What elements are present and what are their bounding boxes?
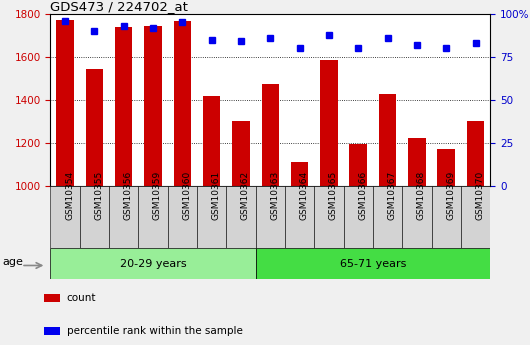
Bar (85, 69, 103, 186)
Bar (261, 84, 279, 186)
Bar (379, 93, 396, 186)
Bar (50, 186, 80, 248)
Bar (408, 138, 426, 186)
Text: 65-71 years: 65-71 years (340, 259, 406, 269)
Bar (226, 186, 255, 248)
Bar (285, 186, 314, 248)
Bar (373, 186, 402, 248)
Bar (197, 186, 226, 248)
Bar (343, 186, 373, 248)
Bar (109, 186, 138, 248)
Text: GSM10364: GSM10364 (299, 171, 308, 220)
Bar (255, 248, 490, 279)
Text: GSM10363: GSM10363 (270, 171, 279, 220)
Text: percentile rank within the sample: percentile rank within the sample (67, 326, 243, 336)
Bar (50, 248, 255, 279)
Bar (431, 186, 461, 248)
Bar (467, 120, 484, 186)
Text: GSM10359: GSM10359 (153, 171, 162, 220)
Text: GSM10362: GSM10362 (241, 171, 250, 220)
Bar (437, 149, 455, 186)
Bar (320, 60, 338, 186)
Text: GSM10365: GSM10365 (329, 171, 338, 220)
Bar (203, 96, 220, 186)
Bar (138, 186, 167, 248)
Bar (314, 186, 343, 248)
Text: GSM10361: GSM10361 (211, 171, 220, 220)
Text: GSM10354: GSM10354 (65, 171, 74, 220)
Bar (56, 20, 74, 186)
Text: GSM10355: GSM10355 (94, 171, 103, 220)
Bar (232, 120, 250, 186)
Bar (173, 21, 191, 186)
Text: GSM10369: GSM10369 (446, 171, 455, 220)
Bar (255, 186, 285, 248)
Bar (349, 144, 367, 186)
Text: GSM10368: GSM10368 (417, 171, 426, 220)
Text: GSM10366: GSM10366 (358, 171, 367, 220)
Text: age: age (3, 257, 23, 267)
Text: 20-29 years: 20-29 years (120, 259, 187, 269)
Text: GSM10360: GSM10360 (182, 171, 191, 220)
Text: GDS473 / 224702_at: GDS473 / 224702_at (50, 0, 188, 13)
Bar (167, 186, 197, 248)
Text: GSM10356: GSM10356 (123, 171, 132, 220)
Text: GSM10367: GSM10367 (387, 171, 396, 220)
Bar (45, 294, 60, 302)
Bar (402, 186, 431, 248)
Bar (461, 186, 490, 248)
Bar (115, 27, 132, 186)
Text: count: count (67, 293, 96, 303)
Bar (291, 161, 308, 186)
Bar (45, 327, 60, 335)
Bar (144, 26, 162, 186)
Text: GSM10370: GSM10370 (475, 171, 484, 220)
Bar (80, 186, 109, 248)
